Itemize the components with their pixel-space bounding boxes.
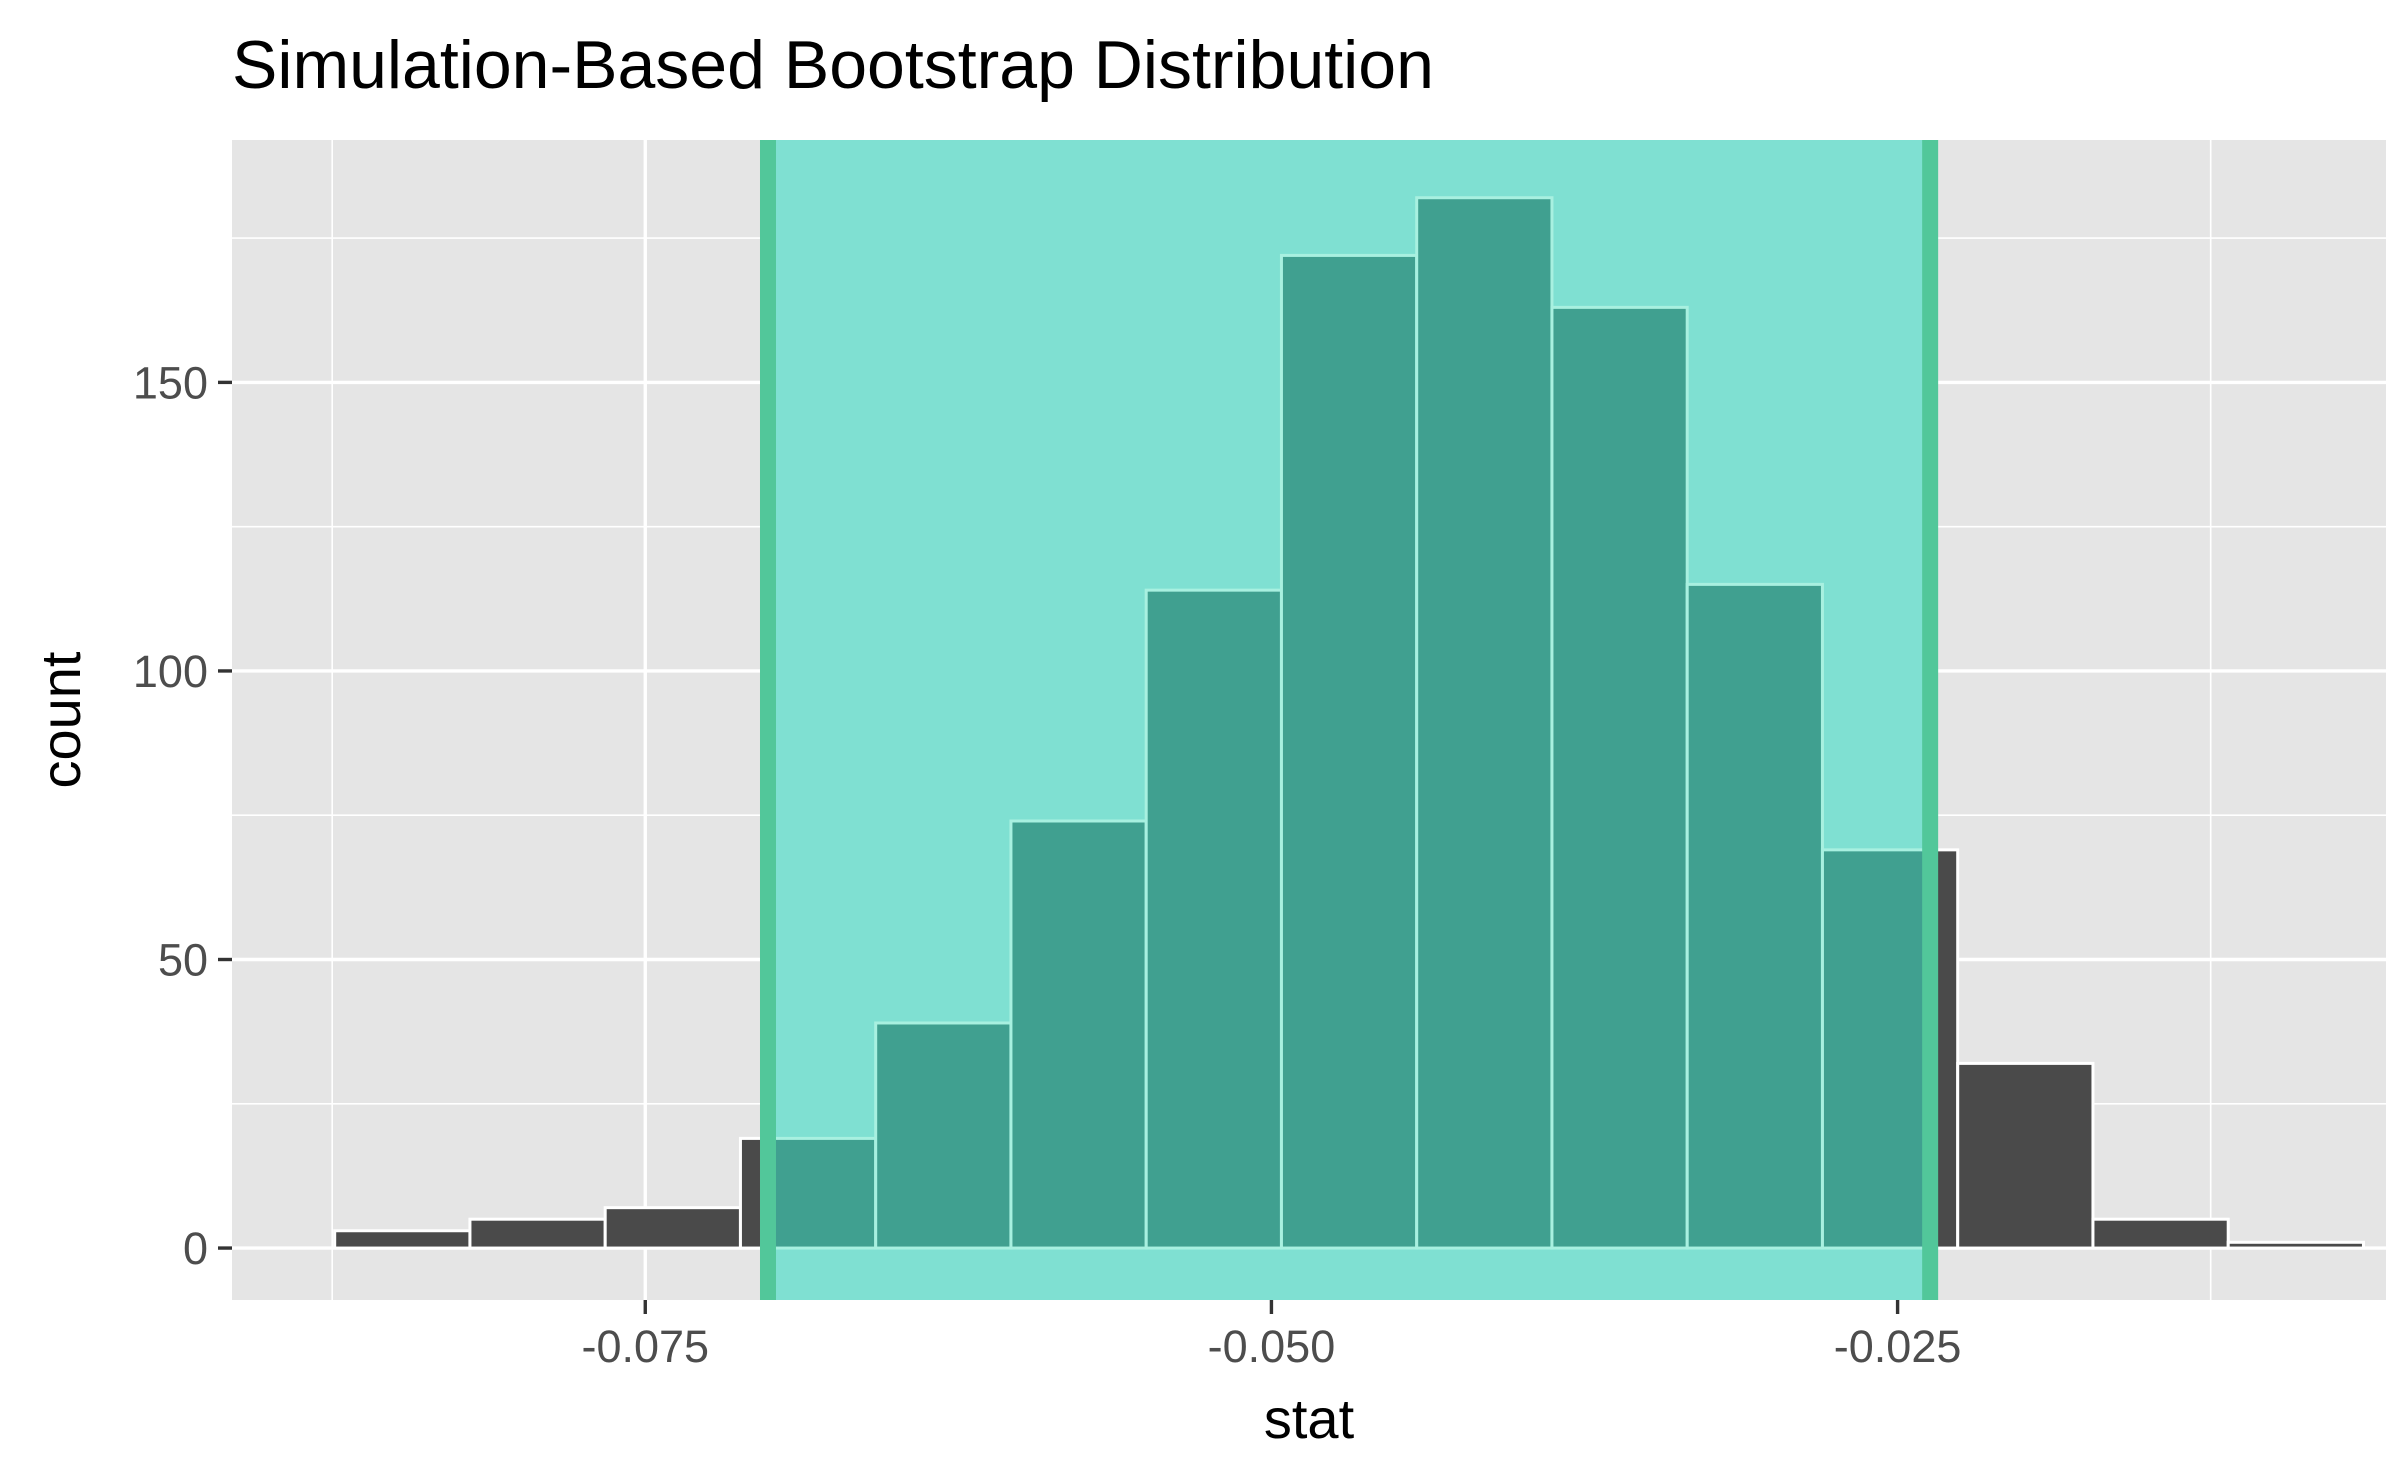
- histogram-bar: [2091, 1217, 2230, 1250]
- x-axis-title: stat: [1264, 1387, 1355, 1450]
- histogram-bar: [2226, 1240, 2365, 1250]
- x-tick-label: -0.025: [1834, 1321, 1962, 1372]
- y-axis-title: count: [29, 651, 92, 788]
- y-tick-label: 50: [158, 935, 208, 986]
- histogram-bar-in-interval: [1144, 588, 1283, 1250]
- chart-title: Simulation-Based Bootstrap Distribution: [232, 27, 1434, 103]
- y-tick-label: 100: [133, 646, 208, 697]
- y-tick-label: 150: [133, 357, 208, 408]
- histogram-bar-in-interval: [766, 1136, 878, 1250]
- histogram-bar-in-interval: [874, 1021, 1013, 1250]
- histogram-bar-in-interval: [1820, 848, 1932, 1250]
- histogram-bar-in-interval: [1550, 305, 1689, 1250]
- histogram-bar: [333, 1229, 472, 1250]
- y-tick-label: 0: [183, 1223, 208, 1274]
- histogram-bar-in-interval: [1009, 819, 1148, 1250]
- x-axis: -0.075 -0.050 -0.025: [581, 1300, 1961, 1372]
- histogram-bar: [603, 1206, 742, 1250]
- x-tick-label: -0.050: [1208, 1321, 1336, 1372]
- y-axis: 0 50 100 150: [133, 357, 232, 1274]
- histogram-bar: [468, 1217, 607, 1250]
- confidence-interval-bounds: [759, 140, 1939, 1300]
- histogram-bar-in-interval: [1685, 582, 1824, 1250]
- histogram-bar-in-interval: [1415, 196, 1554, 1250]
- x-tick-label: -0.075: [581, 1321, 709, 1372]
- histogram-bar: [1956, 1061, 2095, 1250]
- histogram-bars-in-interval: [766, 196, 1932, 1250]
- histogram-bar-in-interval: [1279, 253, 1419, 1250]
